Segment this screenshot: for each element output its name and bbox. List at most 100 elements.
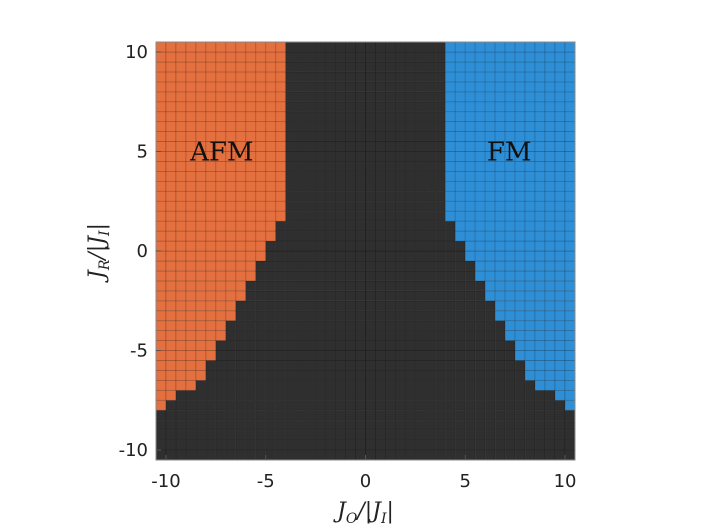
heatmap-cell bbox=[205, 350, 217, 361]
heatmap-cell bbox=[165, 310, 177, 322]
heatmap-cell bbox=[504, 449, 516, 461]
heatmap-cell bbox=[325, 121, 336, 132]
heatmap-cell bbox=[514, 399, 526, 411]
heatmap-cell bbox=[245, 399, 257, 411]
heatmap-cell bbox=[285, 71, 297, 83]
heatmap-cell bbox=[295, 111, 307, 123]
heatmap-cell bbox=[405, 280, 416, 292]
heatmap-cell bbox=[424, 260, 436, 272]
heatmap-cell bbox=[484, 41, 496, 53]
heatmap-cell bbox=[335, 379, 346, 391]
heatmap-cell bbox=[195, 51, 207, 63]
heatmap-cell bbox=[265, 200, 277, 212]
heatmap-cell bbox=[155, 121, 167, 132]
heatmap-cell bbox=[275, 131, 287, 142]
heatmap-cell bbox=[405, 290, 416, 302]
heatmap-cell bbox=[335, 91, 346, 103]
heatmap-cell bbox=[484, 300, 496, 312]
heatmap-cell bbox=[235, 190, 247, 202]
heatmap-cell bbox=[185, 190, 197, 202]
heatmap-cell bbox=[225, 190, 237, 202]
heatmap-cell bbox=[434, 370, 446, 381]
heatmap-cell bbox=[474, 220, 486, 232]
heatmap-cell bbox=[215, 71, 227, 83]
heatmap-cell bbox=[225, 360, 237, 371]
heatmap-cell bbox=[514, 439, 526, 451]
heatmap-cell bbox=[524, 330, 536, 341]
heatmap-cell bbox=[255, 151, 267, 162]
heatmap-cell bbox=[185, 51, 197, 63]
heatmap-cell bbox=[494, 61, 506, 73]
heatmap-cell bbox=[155, 280, 167, 292]
heatmap-cell bbox=[295, 131, 307, 142]
heatmap-cell bbox=[355, 61, 366, 73]
heatmap-cell bbox=[305, 200, 317, 212]
heatmap-cell bbox=[405, 121, 416, 132]
heatmap-cell bbox=[275, 101, 287, 113]
heatmap-cell bbox=[205, 280, 217, 292]
heatmap-cell bbox=[205, 190, 217, 202]
heatmap-cell bbox=[554, 449, 566, 461]
heatmap-cell bbox=[554, 389, 566, 401]
heatmap-cell bbox=[424, 270, 436, 282]
heatmap-cell bbox=[195, 190, 207, 202]
heatmap-cell bbox=[255, 439, 267, 451]
heatmap-cell bbox=[335, 81, 346, 93]
heatmap-cell bbox=[414, 111, 426, 123]
heatmap-cell bbox=[474, 240, 486, 252]
heatmap-cell bbox=[564, 370, 576, 381]
heatmap-cell bbox=[534, 111, 546, 123]
heatmap-cell bbox=[255, 290, 267, 302]
heatmap-cell bbox=[265, 449, 277, 461]
heatmap-cell bbox=[494, 340, 506, 351]
heatmap-cell bbox=[514, 280, 526, 292]
heatmap-cell bbox=[215, 320, 227, 332]
heatmap-cell bbox=[335, 270, 346, 282]
heatmap-cell bbox=[285, 41, 297, 53]
heatmap-cell bbox=[514, 290, 526, 302]
heatmap-cell bbox=[424, 180, 436, 192]
heatmap-cell bbox=[564, 141, 576, 152]
heatmap-cell bbox=[395, 409, 406, 421]
heatmap-cell bbox=[424, 290, 436, 302]
heatmap-cell bbox=[245, 210, 257, 222]
heatmap-cell bbox=[205, 260, 217, 272]
heatmap-cell bbox=[305, 51, 317, 63]
heatmap-cell bbox=[524, 101, 536, 113]
heatmap-cell bbox=[295, 290, 307, 302]
heatmap-cell bbox=[464, 360, 476, 371]
heatmap-cell bbox=[285, 141, 297, 152]
heatmap-cell bbox=[434, 449, 446, 461]
heatmap-cell bbox=[345, 340, 356, 351]
heatmap-cell bbox=[434, 360, 446, 371]
heatmap-cell bbox=[464, 81, 476, 93]
heatmap-cell bbox=[285, 270, 297, 282]
heatmap-cell bbox=[385, 360, 396, 371]
heatmap-cell bbox=[385, 399, 396, 411]
heatmap-cell bbox=[494, 389, 506, 401]
heatmap-cell bbox=[444, 71, 456, 83]
heatmap-cell bbox=[524, 91, 536, 103]
heatmap-cell bbox=[365, 101, 376, 113]
heatmap-cell bbox=[255, 280, 267, 292]
heatmap-cell bbox=[185, 260, 197, 272]
heatmap-cell bbox=[414, 290, 426, 302]
heatmap-cell bbox=[155, 330, 167, 341]
heatmap-cell bbox=[325, 350, 336, 361]
heatmap-cell bbox=[165, 419, 177, 431]
heatmap-cell bbox=[235, 170, 247, 182]
heatmap-cell bbox=[424, 330, 436, 341]
heatmap-cell bbox=[504, 399, 516, 411]
heatmap-cell bbox=[414, 330, 426, 341]
heatmap-cell bbox=[225, 340, 237, 351]
heatmap-cell bbox=[405, 320, 416, 332]
heatmap-cell bbox=[405, 399, 416, 411]
heatmap-cell bbox=[315, 429, 326, 441]
heatmap-cell bbox=[554, 290, 566, 302]
heatmap-cell bbox=[424, 91, 436, 103]
heatmap-cell bbox=[195, 61, 207, 73]
heatmap-cells bbox=[155, 41, 576, 461]
heatmap-cell bbox=[315, 439, 326, 451]
heatmap-cell bbox=[514, 350, 526, 361]
heatmap-cell bbox=[444, 409, 456, 421]
